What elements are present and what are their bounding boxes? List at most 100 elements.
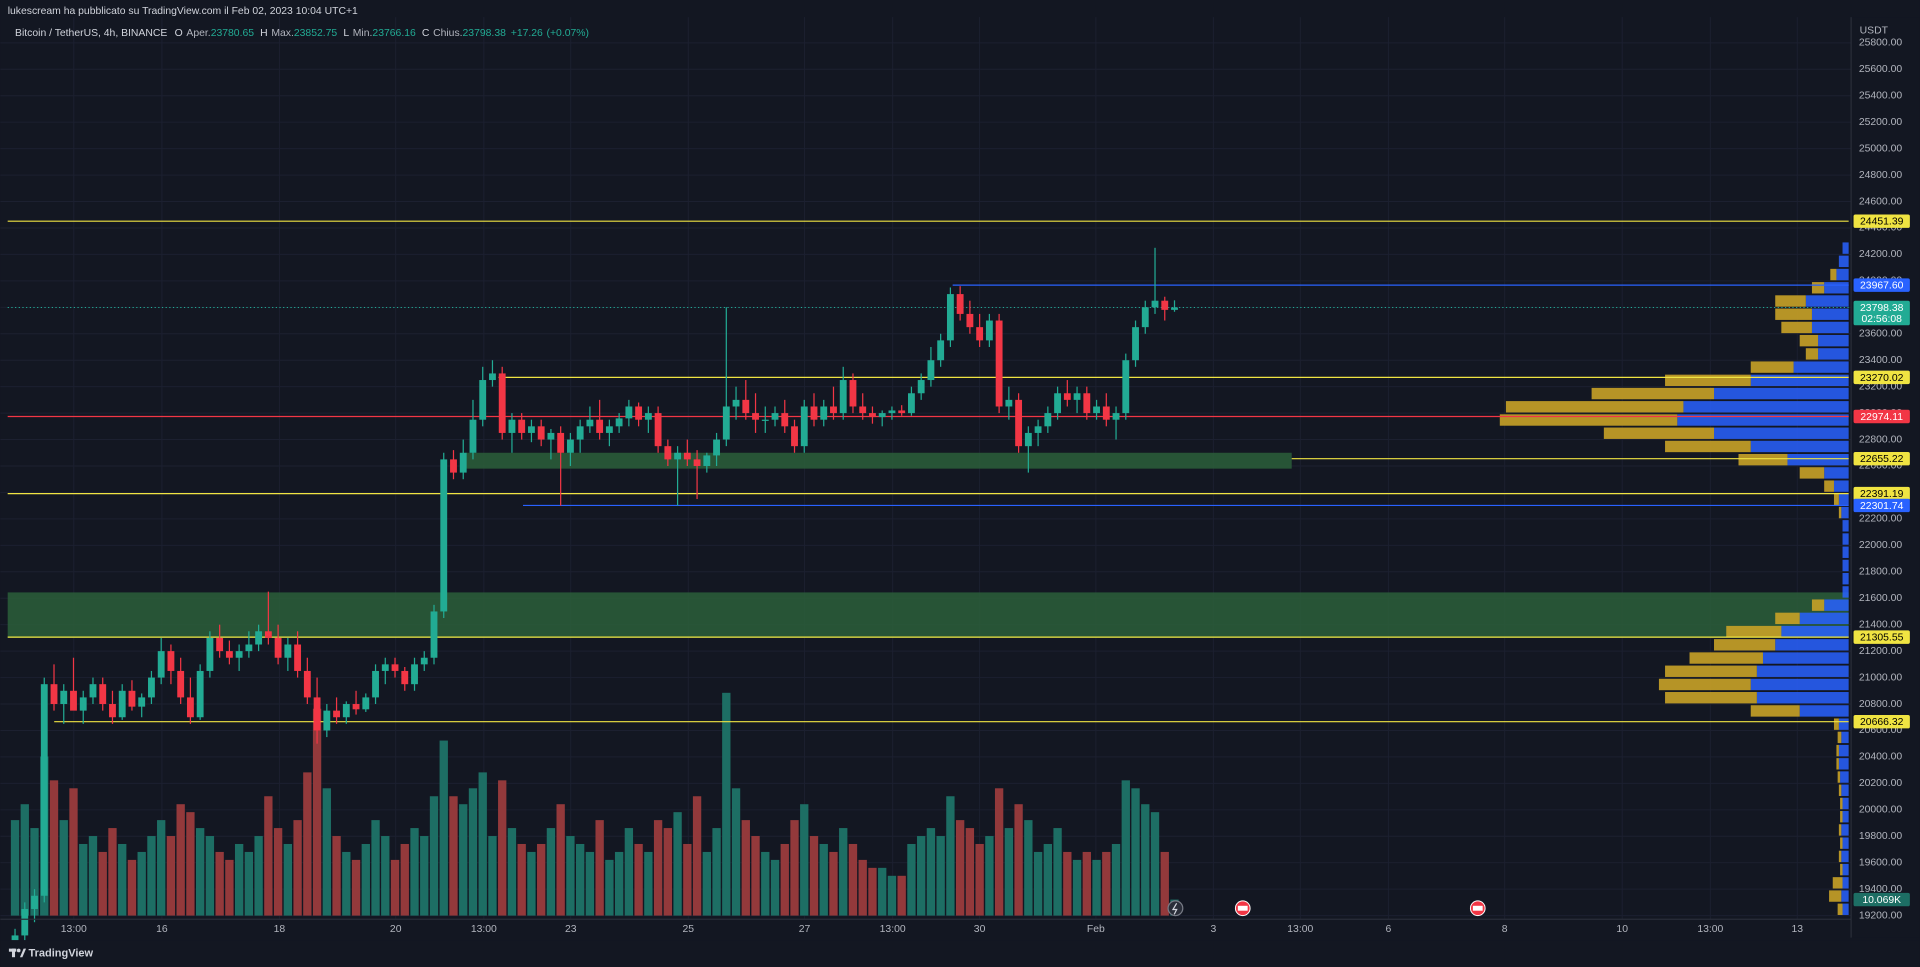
volume-bar — [390, 859, 400, 916]
volume-bar — [244, 851, 254, 916]
volume-bar — [751, 836, 760, 916]
volume-bar — [975, 843, 984, 916]
volume-bar — [478, 772, 487, 916]
x-tick-label: 30 — [974, 924, 986, 935]
profile-up — [1824, 282, 1849, 294]
profile-up — [1811, 321, 1849, 334]
profile-down — [1824, 480, 1834, 492]
volume-bar — [468, 788, 478, 916]
level-label: 20666.32 — [1860, 717, 1904, 728]
candle-body — [216, 637, 224, 652]
candle-body — [469, 419, 477, 453]
profile-down — [1836, 758, 1839, 770]
level-label-bg — [1853, 278, 1910, 292]
volume-bar — [30, 828, 39, 916]
tradingview-logo — [8, 948, 27, 958]
y-tick-label: 25200.00 — [1859, 117, 1903, 128]
currency: USDT — [1860, 25, 1889, 36]
volume-bar — [69, 788, 78, 916]
zones-layer — [7, 452, 1849, 638]
volume-bar — [1014, 804, 1023, 916]
candle-body — [21, 908, 29, 936]
volume-bar — [147, 836, 156, 916]
volume-bar — [10, 820, 20, 916]
icon-lightning[interactable] — [1167, 900, 1184, 917]
profile-up — [1842, 520, 1849, 532]
volume-bar — [848, 843, 858, 916]
profile-up — [1714, 427, 1849, 439]
profile-up — [1787, 453, 1849, 466]
volume-bar — [1160, 851, 1169, 916]
profile-down — [1811, 282, 1825, 294]
zone — [7, 592, 1849, 638]
y-tick-label: 20000.00 — [1859, 805, 1903, 816]
profile-down — [1726, 625, 1782, 638]
candle-body — [303, 670, 311, 698]
volume-bar — [1121, 780, 1130, 916]
candle-body — [99, 684, 107, 705]
profile-down — [1829, 890, 1842, 902]
level-label: 22391.19 — [1860, 489, 1904, 500]
profile-down — [1836, 744, 1839, 757]
volume-bar — [614, 851, 624, 916]
candle-body — [420, 657, 428, 665]
volume-bar — [722, 692, 731, 916]
candle-body — [40, 684, 48, 896]
profile-up — [1799, 705, 1849, 717]
profile-down — [1665, 665, 1757, 677]
candle-body — [518, 419, 526, 433]
y-tick-label: 21000.00 — [1859, 672, 1903, 683]
volume-bar — [293, 820, 302, 916]
volume-bar — [410, 828, 419, 916]
price-axis-bg — [1851, 17, 1920, 938]
profile-up — [1842, 586, 1849, 598]
candle-body — [1083, 393, 1091, 414]
y-tick-label: 20400.00 — [1859, 752, 1903, 763]
candle-body — [586, 419, 594, 427]
candle-body — [800, 406, 808, 447]
volume-bar — [234, 843, 244, 916]
candle-body — [294, 644, 302, 671]
candle-body — [1102, 406, 1110, 420]
ohlc-title: H — [260, 28, 268, 39]
volume-bar — [575, 843, 585, 916]
candle-body — [391, 664, 399, 671]
candle-body — [937, 340, 945, 361]
y-tick-label: 25600.00 — [1859, 64, 1903, 75]
volume-bar — [420, 836, 429, 916]
volume-bar — [858, 859, 867, 916]
candle-body — [508, 419, 516, 433]
profile-up — [1756, 665, 1849, 677]
event-icons — [1167, 900, 1486, 917]
volume-bar — [1004, 828, 1014, 916]
candle-body — [1024, 432, 1032, 447]
candle-body — [167, 651, 175, 671]
volume-profile-layer — [1499, 242, 1849, 915]
profile-up — [1842, 903, 1849, 915]
candle-body — [264, 631, 272, 638]
volume-bar — [887, 875, 897, 916]
profile-up — [1805, 295, 1849, 307]
profile-up — [1840, 771, 1849, 783]
volume-bar — [1111, 843, 1121, 916]
ohlc-name: Aper. — [186, 28, 210, 39]
level-label-bg — [1853, 714, 1910, 729]
volume-bar — [634, 843, 643, 916]
profile-down — [1838, 850, 1842, 863]
candle-body — [1093, 406, 1100, 414]
candle-body — [1005, 399, 1013, 407]
profile-up — [1842, 533, 1849, 545]
volume-bar — [351, 859, 361, 916]
candle-body — [31, 895, 38, 909]
volume-bar — [829, 851, 838, 916]
profile-up — [1775, 639, 1849, 651]
candle-body — [1054, 393, 1062, 414]
profile-up — [1762, 652, 1849, 664]
x-tick-label: 20 — [390, 924, 402, 935]
volume-bar — [176, 804, 185, 916]
candle-body — [1132, 327, 1139, 361]
candle-body — [674, 452, 682, 460]
profile-down — [1811, 599, 1825, 611]
candle-body — [722, 406, 730, 440]
profile-up — [1842, 573, 1849, 585]
